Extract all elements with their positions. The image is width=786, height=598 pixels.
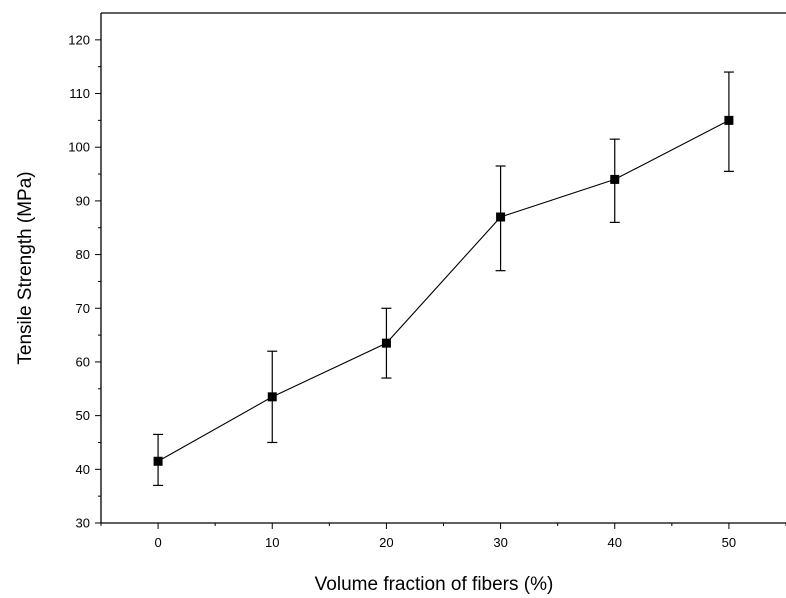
y-tick-label: 70 [76, 301, 90, 316]
x-axis-title: Volume fraction of fibers (%) [315, 574, 554, 595]
data-point-marker [610, 174, 620, 184]
data-point-marker [381, 338, 391, 348]
x-tick-label: 30 [493, 535, 507, 550]
data-point-marker [724, 115, 734, 125]
y-tick-label: 120 [68, 32, 90, 47]
x-tick-label: 40 [608, 535, 622, 550]
y-tick-label: 60 [76, 354, 90, 369]
y-tick-label: 30 [76, 516, 90, 531]
x-tick-label: 50 [722, 535, 736, 550]
y-tick-label: 40 [76, 462, 90, 477]
data-point-marker [153, 456, 163, 466]
data-point-marker [496, 212, 506, 222]
y-tick-label: 90 [76, 193, 90, 208]
x-tick-label: 10 [265, 535, 279, 550]
x-tick-label: 0 [154, 535, 161, 550]
data-line [157, 119, 730, 462]
y-tick-label: 50 [76, 408, 90, 423]
y-tick-label: 110 [69, 86, 90, 101]
data-point-marker [267, 392, 277, 402]
y-axis-title: Tensile Strength (MPa) [15, 171, 36, 364]
y-tick-label: 80 [76, 247, 90, 262]
x-tick-label: 20 [379, 535, 393, 550]
y-tick-label: 100 [68, 140, 90, 155]
